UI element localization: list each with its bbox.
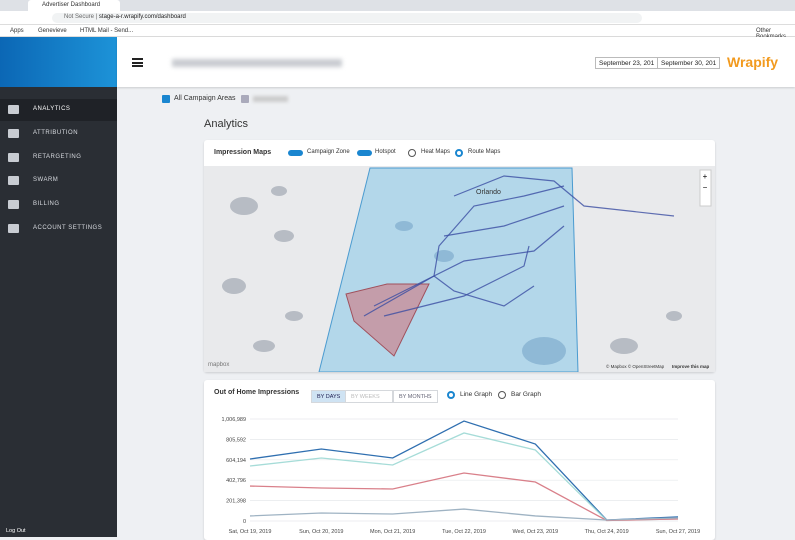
page-title: Analytics <box>204 118 249 130</box>
url: stage-a-r.wrapify.com/dashboard <box>98 14 186 20</box>
y-tick-label: 604,194 <box>226 458 246 464</box>
sidebar-logo <box>0 37 117 87</box>
chart-title: Out of Home Impressions <box>214 389 300 396</box>
x-tick-label: Sun, Oct 27, 2019 <box>656 529 700 535</box>
radio[interactable] <box>498 391 506 399</box>
icon <box>8 224 19 233</box>
x-tick-label: Tue, Oct 22, 2019 <box>442 529 486 535</box>
radio-label: Heat Maps <box>421 149 451 155</box>
icon <box>8 129 19 138</box>
icon <box>8 105 19 114</box>
series-line <box>249 432 679 522</box>
nav-label: ATTRIBUTION <box>33 130 79 136</box>
toggle[interactable] <box>357 150 372 156</box>
menu-button[interactable] <box>132 58 143 67</box>
date-start[interactable]: September 23, 201 <box>595 57 659 69</box>
toggle[interactable] <box>288 150 303 156</box>
nav-item[interactable]: ANALYTICS <box>0 99 117 121</box>
zoom-in[interactable]: + <box>703 172 708 181</box>
date-end[interactable]: September 30, 201 <box>657 57 721 69</box>
radio-label: Route Maps <box>468 149 501 155</box>
logo: Wrapify <box>727 54 779 70</box>
x-tick-label: Sun, Oct 20, 2019 <box>299 529 343 535</box>
nav-label: ACCOUNT SETTINGS <box>33 225 103 231</box>
lakes <box>222 186 682 354</box>
radio-label: Bar Graph <box>511 391 541 398</box>
radio-label: Line Graph <box>460 391 493 398</box>
attribution: © Mapbox © OpenStreetMap <box>606 363 665 369</box>
nav-item[interactable]: ACCOUNT SETTINGS <box>0 218 117 240</box>
icon <box>8 176 19 185</box>
logout[interactable]: Log Out <box>6 528 26 534</box>
nav-item[interactable]: ATTRIBUTION <box>0 123 117 145</box>
bookmark[interactable]: Apps <box>10 28 24 34</box>
period-button[interactable]: BY MONTHS <box>393 390 438 403</box>
checkbox[interactable] <box>162 95 170 103</box>
improve-link[interactable]: Improve this map <box>672 364 710 369</box>
line-chart: 0 201,398 402,796 604,194 805,592 1,006,989 Sa… <box>222 417 701 535</box>
y-tick-label: 402,796 <box>226 478 246 484</box>
series-line <box>249 508 679 521</box>
campaign-name <box>172 59 342 67</box>
city-label: Orlando <box>476 189 501 196</box>
zoom-out[interactable]: − <box>703 183 708 192</box>
icon <box>8 153 19 162</box>
y-tick-label: 0 <box>243 519 246 525</box>
omnibox[interactable]: Not Secure | stage-a-r.wrapify.com/dashb… <box>52 13 642 23</box>
nav-label: BILLING <box>33 201 60 207</box>
y-tick-label: 201,398 <box>226 499 246 505</box>
zone-lakes <box>395 221 566 365</box>
map-title: Impression Maps <box>214 149 272 156</box>
map: Orlando + − mapbox © Mapbox © OpenStreet… <box>204 166 715 372</box>
x-tick-label: Thu, Oct 24, 2019 <box>585 529 629 535</box>
nav-label: ANALYTICS <box>33 106 71 112</box>
zoom-control <box>699 169 712 207</box>
nav-label: RETARGETING <box>33 154 82 160</box>
series-line <box>249 420 679 521</box>
period-button[interactable]: BY DAYS <box>311 390 347 403</box>
nav-item[interactable]: BILLING <box>0 194 117 216</box>
routes <box>363 175 675 317</box>
nav-label: SWARM <box>33 177 59 183</box>
checkbox[interactable] <box>241 95 249 103</box>
radio[interactable] <box>447 391 455 399</box>
nav-item[interactable]: SWARM <box>0 170 117 192</box>
area-name <box>253 96 288 102</box>
filter-label: All Campaign Areas <box>174 95 236 102</box>
tab-bar <box>0 0 795 11</box>
y-tick-label: 1,006,989 <box>222 417 246 423</box>
radio[interactable] <box>408 149 416 157</box>
security: Not Secure <box>64 14 95 20</box>
icon <box>8 200 19 209</box>
toggle-label: Hotspot <box>375 149 396 155</box>
hotspot <box>345 283 430 357</box>
x-tick-label: Mon, Oct 21, 2019 <box>370 529 415 535</box>
nav-item[interactable]: RETARGETING <box>0 147 117 169</box>
x-tick-label: Wed, Oct 23, 2019 <box>512 529 558 535</box>
tab[interactable]: Advertiser Dashboard <box>28 0 120 11</box>
period-button[interactable]: BY WEEKS <box>345 390 393 403</box>
radio[interactable] <box>455 149 463 157</box>
x-tick-label: Sat, Oct 19, 2019 <box>229 529 272 535</box>
bookmark[interactable]: Genevieve <box>38 28 67 34</box>
y-tick-label: 805,592 <box>226 437 246 443</box>
bookmarks-bar: Apps Genevieve HTML Mail - Send... Other… <box>0 25 795 40</box>
bookmark[interactable]: HTML Mail - Send... <box>80 28 134 34</box>
mapbox-logo: mapbox <box>208 362 229 368</box>
toggle-label: Campaign Zone <box>307 149 350 155</box>
